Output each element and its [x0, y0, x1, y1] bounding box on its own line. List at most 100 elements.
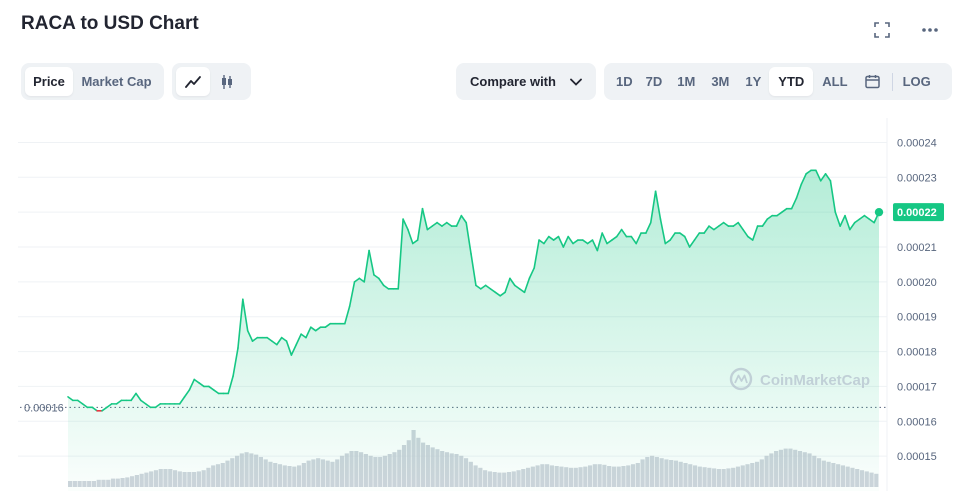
price-line-segment	[416, 207, 424, 241]
price-line-segment	[776, 211, 783, 217]
price-line-segment	[839, 214, 846, 227]
volume-bar	[401, 445, 407, 487]
volume-bar	[411, 430, 416, 487]
price-line-segment	[460, 214, 468, 224]
volume-bar	[139, 473, 144, 487]
volume-bar	[478, 467, 483, 487]
price-line-segment	[518, 288, 526, 294]
price-line-segment	[130, 392, 137, 402]
volume-bar	[516, 470, 521, 487]
price-area	[68, 170, 879, 491]
volume-bar	[134, 475, 139, 487]
volume-bar	[68, 481, 73, 487]
fullscreen-icon[interactable]	[872, 20, 892, 40]
candlestick-icon[interactable]	[210, 67, 244, 96]
range-1m-button[interactable]: 1M	[677, 74, 696, 89]
price-line-segment	[363, 249, 370, 283]
price-line-segment	[708, 225, 715, 231]
price-line-segment	[824, 173, 832, 182]
price-line-segment	[781, 207, 788, 213]
volume-bar	[101, 479, 106, 487]
volume-bar	[721, 469, 726, 487]
price-line-segment	[591, 239, 599, 252]
volume-bar	[745, 464, 750, 487]
price-line-segment	[295, 333, 302, 346]
price-line-segment	[358, 277, 366, 283]
volume-bar	[816, 458, 822, 487]
volume-bar	[859, 470, 865, 487]
y-tick-label: 0.00023	[897, 172, 937, 184]
price-line-segment	[679, 232, 686, 238]
price-line-segment	[858, 214, 866, 220]
price-line-segment	[305, 326, 312, 339]
volume-bar	[807, 453, 812, 487]
price-line-segment	[645, 221, 652, 234]
range-1y-button[interactable]: 1Y	[745, 74, 762, 89]
y-tick-label: 0.00019	[897, 312, 937, 324]
volume-bar	[597, 464, 602, 487]
volume-bar	[115, 478, 120, 487]
price-line-segment	[853, 218, 861, 224]
volume-bar	[502, 472, 507, 487]
volume-bar	[320, 459, 326, 487]
price-line-segment	[188, 378, 196, 391]
price-line-segment	[344, 305, 351, 325]
volume-bar	[592, 464, 597, 487]
volume-bar	[788, 448, 793, 487]
volume-bar	[716, 469, 721, 487]
price-line-segment	[669, 232, 676, 241]
price-line-segment	[348, 281, 356, 308]
volume-bar	[387, 454, 392, 487]
price-line-segment	[91, 406, 98, 412]
volume-bar	[778, 449, 783, 487]
range-all-button[interactable]: ALL	[822, 74, 848, 89]
volume-bar	[583, 466, 588, 487]
volume-bar	[793, 449, 798, 487]
price-line-segment	[713, 225, 720, 231]
range-1d-button[interactable]: 1D	[616, 74, 633, 89]
price-line-segment	[421, 207, 429, 231]
price-line-segment	[227, 375, 234, 395]
price-line-segment	[484, 284, 492, 290]
market-cap-tab[interactable]: Market Cap	[81, 74, 152, 89]
volume-bar	[244, 452, 249, 487]
volume-bar	[72, 481, 77, 487]
volume-bar	[425, 445, 430, 487]
log-scale-button[interactable]: LOG	[902, 74, 931, 89]
price-line-segment	[611, 235, 618, 241]
calendar-icon[interactable]	[857, 67, 888, 96]
volume-bar	[87, 481, 92, 487]
volume-bar	[683, 463, 688, 487]
price-line-segment	[232, 347, 239, 377]
price-line-segment	[747, 235, 754, 241]
price-line-segment	[586, 239, 594, 245]
price-line-segment	[664, 239, 671, 245]
price-line-segment	[732, 221, 739, 227]
current-price-dot	[874, 207, 884, 217]
line-chart-icon[interactable]	[176, 67, 210, 96]
range-ytd-button[interactable]: YTD	[769, 67, 814, 96]
volume-bar	[273, 463, 278, 487]
volume-bar	[497, 472, 502, 487]
volume-bar	[382, 455, 388, 487]
range-7d-button[interactable]: 7D	[645, 74, 663, 89]
price-line-segment	[101, 406, 108, 412]
price-line-segment	[795, 183, 803, 200]
price-line-segment	[868, 218, 875, 224]
volume-bar	[144, 472, 149, 487]
volume-bar	[511, 471, 516, 487]
more-dots-icon[interactable]	[920, 20, 940, 40]
volume-bar	[492, 472, 497, 487]
volume-bar	[330, 461, 335, 487]
volume-bar	[149, 471, 154, 487]
price-line-segment	[455, 214, 463, 227]
volume-bar	[268, 461, 273, 487]
volume-bar	[669, 460, 674, 487]
range-3m-button[interactable]: 3M	[711, 74, 730, 89]
price-line-segment	[67, 396, 74, 402]
price-tab[interactable]: Price	[25, 67, 73, 96]
price-line-segment	[280, 336, 288, 342]
compare-with-dropdown[interactable]: Compare with	[456, 63, 596, 100]
volume-bar	[239, 453, 244, 487]
volume-bar	[602, 464, 607, 487]
